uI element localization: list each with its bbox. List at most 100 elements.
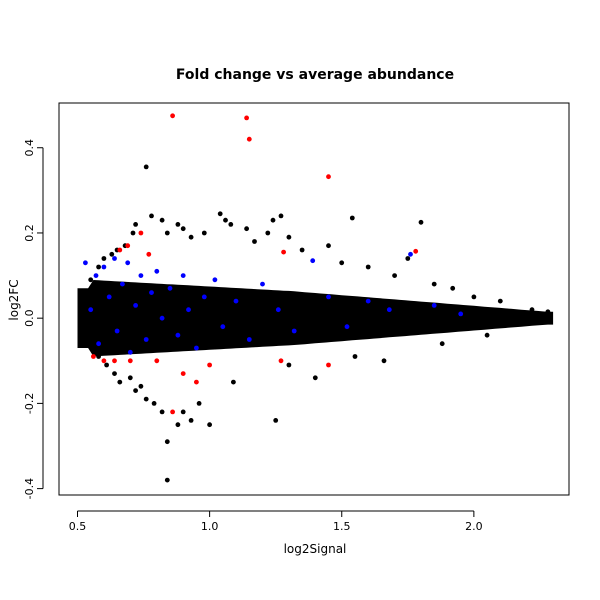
data-point: [188, 234, 194, 240]
data-point: [149, 290, 154, 295]
data-point: [405, 256, 411, 261]
data-point: [112, 371, 117, 376]
data-point: [233, 298, 239, 304]
data-point: [91, 354, 96, 359]
data-point: [207, 422, 213, 428]
data-point: [143, 396, 149, 402]
data-point: [170, 113, 176, 119]
data-point: [114, 328, 120, 334]
x-axis-label: log2Signal: [284, 542, 347, 556]
data-point: [231, 379, 236, 385]
data-point: [260, 281, 265, 287]
data-point: [326, 362, 331, 368]
data-point: [164, 477, 170, 483]
data-point: [133, 222, 139, 227]
data-point: [175, 222, 181, 227]
data-point: [439, 341, 445, 347]
data-point: [120, 281, 125, 287]
data-point: [88, 307, 94, 313]
x-tick-label: 2.0: [465, 520, 483, 533]
data-point: [170, 409, 176, 415]
data-point: [159, 315, 165, 321]
data-point: [352, 354, 358, 359]
data-point: [244, 226, 250, 232]
y-tick-label: -0.4: [23, 478, 36, 499]
data-point: [265, 230, 271, 236]
data-point: [143, 164, 149, 170]
data-point: [188, 418, 194, 423]
x-tick-label: 1.5: [333, 520, 351, 533]
data-point: [286, 362, 292, 368]
data-point: [194, 345, 199, 351]
axes: 0.5 1.0 1.5 2.0 -0.4 -0.2 0.0 0.2 0.4: [23, 139, 483, 533]
data-point: [127, 358, 133, 364]
data-point: [529, 307, 535, 313]
data-point: [246, 136, 252, 142]
data-point: [164, 439, 170, 445]
data-point: [418, 219, 424, 225]
data-point: [180, 226, 186, 232]
data-point: [167, 285, 173, 291]
data-point: [175, 422, 181, 428]
data-point: [344, 324, 350, 330]
data-point: [125, 243, 131, 249]
x-tick-label: 0.5: [69, 520, 87, 533]
data-point: [365, 298, 371, 304]
data-point: [151, 401, 157, 406]
data-point: [392, 273, 397, 278]
data-point: [278, 213, 284, 219]
data-point: [88, 337, 94, 342]
data-point: [381, 358, 387, 364]
data-point: [431, 303, 437, 308]
data-point: [101, 256, 107, 261]
data-point: [207, 362, 213, 368]
data-point: [497, 298, 503, 304]
data-point: [101, 264, 107, 270]
data-point: [159, 409, 165, 415]
data-point: [431, 281, 437, 287]
chart-title: Fold change vs average abundance: [176, 67, 454, 83]
data-point: [101, 358, 107, 364]
data-point: [112, 358, 117, 364]
y-tick-label: -0.2: [23, 393, 36, 414]
data-point: [154, 358, 160, 364]
data-point: [117, 379, 123, 385]
data-point: [112, 256, 117, 261]
data-point: [201, 294, 207, 300]
data-point: [310, 258, 316, 264]
data-point: [339, 260, 345, 266]
data-point: [246, 337, 252, 342]
data-point: [326, 294, 331, 300]
data-point: [223, 217, 228, 223]
data-point: [80, 290, 86, 295]
data-point: [117, 247, 123, 253]
data-point: [146, 251, 152, 257]
data-point: [291, 328, 297, 334]
data-point: [252, 239, 257, 244]
data-point: [220, 324, 226, 330]
data-point: [217, 211, 223, 217]
data-point: [80, 324, 86, 330]
data-point: [212, 277, 218, 283]
data-point: [326, 243, 331, 249]
data-point: [104, 362, 109, 368]
data-point: [273, 418, 279, 423]
data-point: [244, 115, 250, 121]
data-point: [326, 174, 331, 180]
data-point: [138, 383, 144, 389]
data-point: [458, 311, 464, 317]
data-point: [413, 248, 419, 254]
data-point: [96, 264, 101, 270]
data-point: [127, 375, 133, 381]
data-points: [80, 113, 551, 483]
data-point: [278, 358, 284, 364]
data-point: [159, 217, 165, 223]
data-point: [281, 249, 286, 255]
data-point: [201, 230, 207, 236]
data-point: [88, 277, 94, 283]
data-point: [143, 337, 149, 342]
data-point: [545, 309, 551, 315]
data-point: [164, 230, 170, 236]
